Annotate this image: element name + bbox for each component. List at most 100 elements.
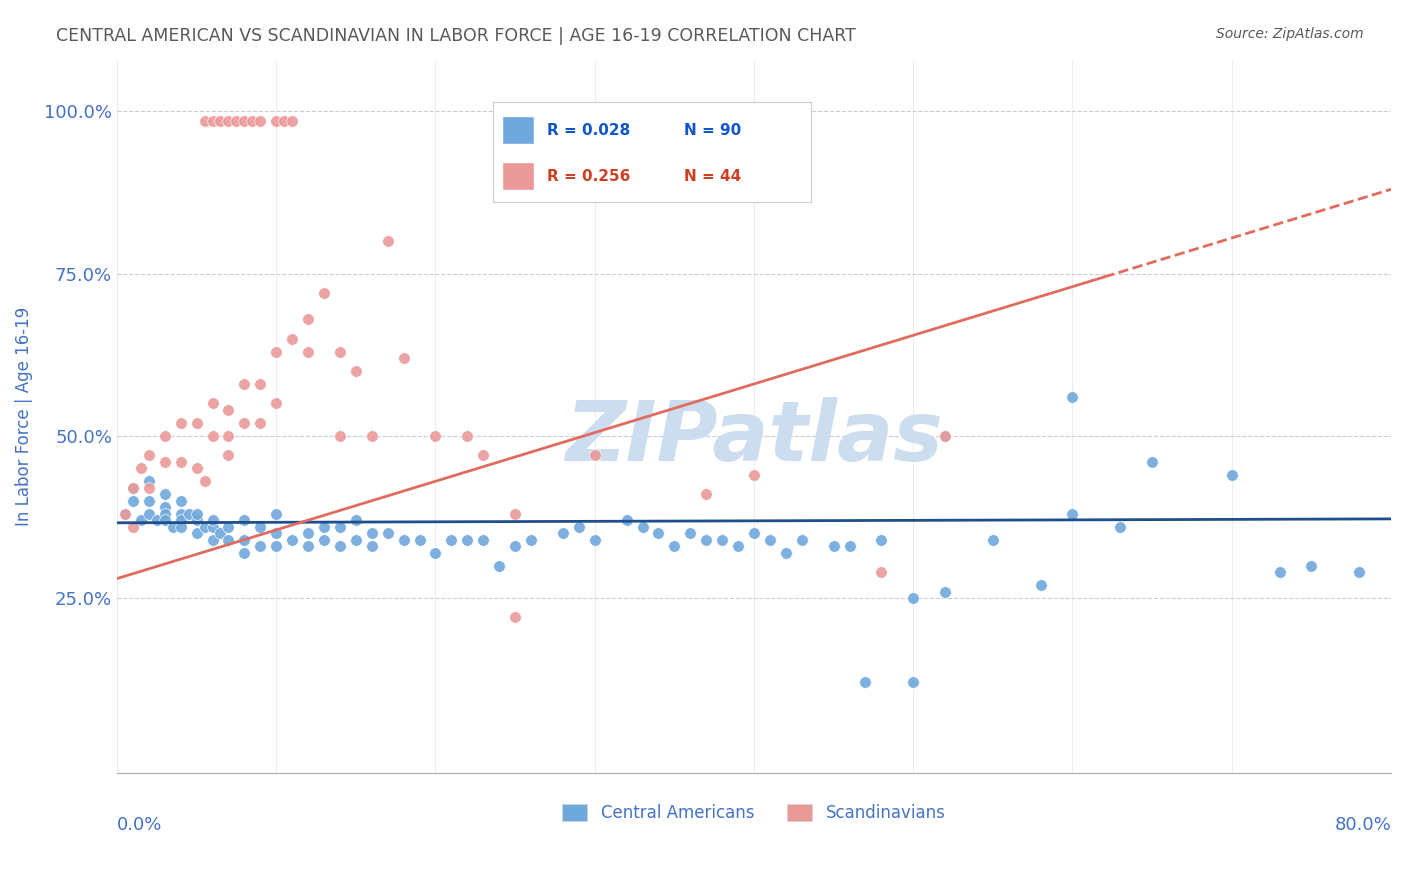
Point [264,507,287,521]
Point [193,475,215,489]
Point [209,114,232,128]
Point [312,286,335,301]
Point [249,539,271,553]
Point [170,513,193,527]
Point [249,416,271,430]
Point [264,114,287,128]
Point [193,519,215,533]
Point [855,675,877,690]
Point [1348,565,1371,579]
Point [170,416,193,430]
Point [186,513,208,527]
Point [472,448,495,462]
Point [568,519,591,533]
Point [903,675,925,690]
Point [425,546,447,560]
Point [934,584,956,599]
Point [679,526,702,541]
Point [551,526,574,541]
Point [153,507,176,521]
Point [488,558,510,573]
Point [1301,558,1323,573]
Text: ZIPatlas: ZIPatlas [565,397,943,478]
Point [377,526,399,541]
Point [312,533,335,547]
Point [425,429,447,443]
Point [281,533,304,547]
Point [1062,507,1084,521]
Point [329,519,352,533]
Point [775,546,797,560]
Point [201,519,224,533]
Point [281,114,304,128]
Text: CENTRAL AMERICAN VS SCANDINAVIAN IN LABOR FORCE | AGE 16-19 CORRELATION CHART: CENTRAL AMERICAN VS SCANDINAVIAN IN LABO… [56,27,856,45]
Point [170,493,193,508]
Point [520,533,543,547]
Point [201,429,224,443]
Point [440,533,463,547]
Legend: Central Americans, Scandinavians: Central Americans, Scandinavians [555,797,952,829]
Point [392,533,415,547]
Point [344,533,367,547]
Point [742,467,765,482]
Point [583,533,606,547]
Point [695,487,717,501]
Point [631,519,654,533]
Point [281,332,304,346]
Point [664,539,686,553]
Point [138,475,160,489]
Point [344,513,367,527]
Point [790,533,813,547]
Y-axis label: In Labor Force | Age 16-19: In Labor Force | Age 16-19 [15,307,32,526]
Point [329,429,352,443]
Point [981,533,1004,547]
Point [209,526,232,541]
Point [201,533,224,547]
Point [360,526,382,541]
Point [329,344,352,359]
Point [1062,390,1084,404]
Point [870,533,893,547]
Point [903,591,925,605]
Point [312,519,335,533]
Point [193,114,215,128]
Point [249,376,271,391]
Point [153,429,176,443]
Point [264,526,287,541]
Point [177,507,200,521]
Point [138,493,160,508]
Point [408,533,430,547]
Point [1109,519,1132,533]
Point [503,610,526,624]
Point [742,526,765,541]
Point [233,546,256,560]
Point [217,114,239,128]
Point [1140,455,1163,469]
Point [186,507,208,521]
Point [249,519,271,533]
Point [170,455,193,469]
Point [297,539,319,553]
Point [503,507,526,521]
Point [759,533,782,547]
Point [129,461,152,475]
Point [217,403,239,417]
Point [186,526,208,541]
Point [201,513,224,527]
Point [122,493,145,508]
Point [225,114,247,128]
Point [249,114,271,128]
Point [1268,565,1291,579]
Point [456,533,478,547]
Point [153,500,176,515]
Point [233,533,256,547]
Point [122,519,145,533]
Point [186,461,208,475]
Point [934,429,956,443]
Point [1029,578,1052,592]
Point [233,416,256,430]
Point [616,513,638,527]
Point [153,487,176,501]
Point [240,114,263,128]
Point [1220,467,1243,482]
